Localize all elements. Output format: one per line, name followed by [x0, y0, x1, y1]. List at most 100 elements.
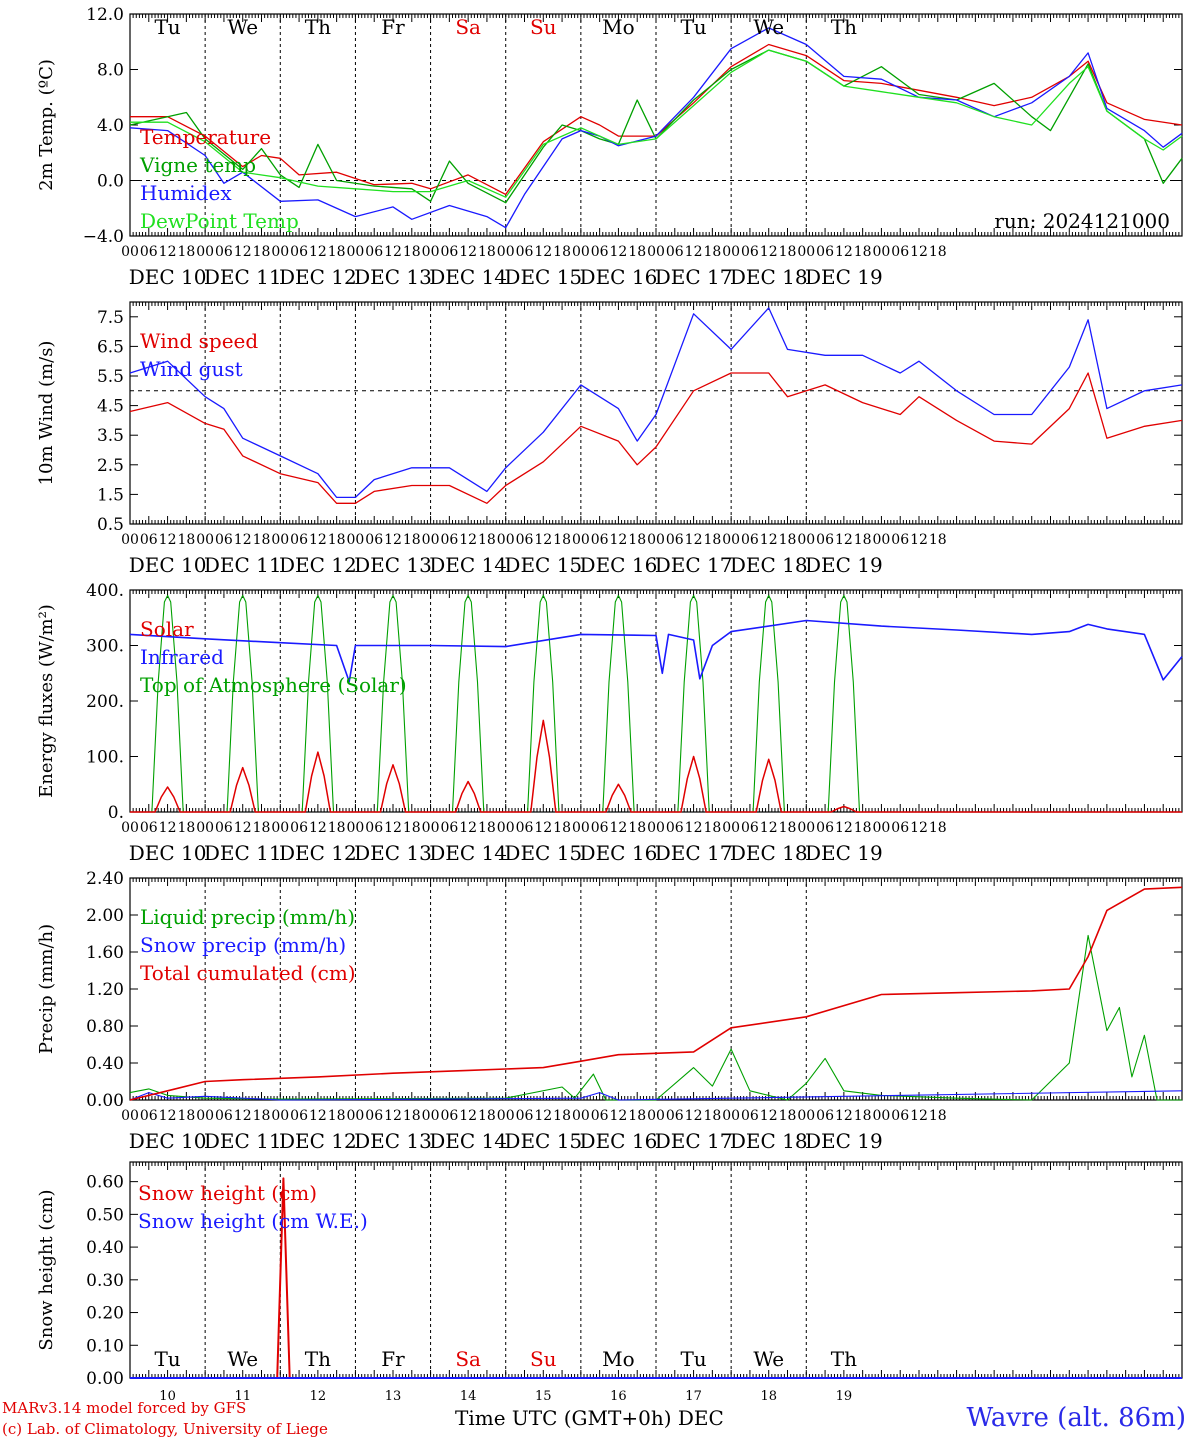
x-hour-label: 12: [910, 532, 928, 548]
x-hour-label: 18: [628, 244, 646, 260]
x-date-label: DEC 15: [504, 265, 582, 289]
x-hour-label: 18: [929, 244, 947, 260]
x-hour-label: 18: [403, 1108, 421, 1124]
day-name-label: Fr: [381, 1347, 405, 1371]
y-tick-label: 0.30: [86, 1271, 124, 1291]
x-hour-label: 06: [891, 1108, 909, 1124]
x-hour-label: 12: [685, 1108, 703, 1124]
x-hour-label: 00: [722, 820, 740, 836]
infrared-line: [129, 619, 1183, 683]
x-hour-label: 00: [873, 820, 891, 836]
x-hour-label: 18: [779, 820, 797, 836]
x-hour-label: 18: [478, 532, 496, 548]
y-tick-label: 0.00: [86, 1091, 124, 1111]
x-hour-label: 00: [422, 244, 440, 260]
y-tick-label: 4.0: [97, 116, 124, 136]
x-hour-label: 06: [215, 1108, 233, 1124]
x-hour-label: 00: [347, 532, 365, 548]
x-date-label: DEC 10: [129, 841, 207, 865]
x-hour-label: 06: [440, 532, 458, 548]
x-date-label: DEC 12: [279, 553, 357, 577]
day-number-label: 16: [610, 1389, 627, 1404]
x-hour-label: 12: [685, 244, 703, 260]
x-hour-label: 12: [459, 244, 477, 260]
y-tick-label: 1.5: [97, 485, 124, 505]
x-date-label: DEC 14: [429, 553, 507, 577]
day-name-label: Su: [530, 15, 557, 39]
x-hour-label: 18: [854, 820, 872, 836]
x-hour-label: 06: [741, 532, 759, 548]
x-hour-label: 18: [177, 820, 195, 836]
x-hour-label: 12: [459, 532, 477, 548]
x-date-label: DEC 18: [730, 553, 808, 577]
day-number-label: 11: [234, 1389, 251, 1404]
day-number-label: 15: [535, 1389, 552, 1404]
x-hour-label: 18: [779, 1108, 797, 1124]
x-hour-label: 00: [422, 820, 440, 836]
x-hour-label: 12: [910, 820, 928, 836]
x-hour-label: 06: [215, 532, 233, 548]
x-hour-label: 00: [722, 532, 740, 548]
y-tick-label: 0.20: [86, 1304, 124, 1324]
x-hour-label: 12: [760, 820, 778, 836]
x-hour-label: 18: [929, 820, 947, 836]
day-name-label: We: [227, 15, 258, 39]
x-hour-label: 06: [365, 532, 383, 548]
x-hour-label: 12: [384, 820, 402, 836]
x-hour-label: 06: [516, 532, 534, 548]
x-hour-label: 12: [159, 820, 177, 836]
x-hour-label: 12: [384, 244, 402, 260]
station-label: Wavre (alt. 86m): [966, 1403, 1186, 1433]
x-hour-label: 12: [910, 244, 928, 260]
y-tick-label: 2.5: [97, 456, 124, 476]
y-tick-label: 300.: [86, 637, 124, 657]
x-hour-label: 00: [797, 820, 815, 836]
panel-1: 12.08.04.00.0−4.02m Temp. (ºC)00 06 12 18 00…: [36, 5, 1183, 289]
y-axis-label: 10m Wind (m/s): [36, 341, 57, 486]
x-hour-label: 00: [271, 532, 289, 548]
x-hour-label: 06: [516, 1108, 534, 1124]
day-name-label: Mo: [602, 15, 635, 39]
x-hour-label: 06: [741, 244, 759, 260]
x-date-label: DEC 14: [429, 265, 507, 289]
x-hour-label: 00: [873, 244, 891, 260]
x-hour-label: 00: [347, 244, 365, 260]
day-name-label: Mo: [602, 1347, 635, 1371]
y-tick-label: 0.40: [86, 1054, 124, 1074]
x-hour-label: 06: [215, 244, 233, 260]
day-name-label: Th: [831, 15, 857, 39]
x-hour-label: 12: [309, 244, 327, 260]
x-hour-label: 12: [384, 1108, 402, 1124]
x-hour-label: 12: [835, 532, 853, 548]
x-hour-label: 06: [290, 244, 308, 260]
y-tick-label: 0.10: [86, 1336, 124, 1356]
model-credit: MARv3.14 model forced by GFS: [2, 1399, 247, 1417]
day-name-label: Sa: [455, 1347, 481, 1371]
x-hour-label: 18: [478, 820, 496, 836]
legend-entry: Temperature: [140, 125, 271, 149]
legend-entry: Snow height (cm W.E.): [138, 1209, 368, 1233]
x-hour-label: 12: [610, 1108, 628, 1124]
day-name-label: We: [227, 1347, 258, 1371]
x-date-label: DEC 10: [129, 1129, 207, 1153]
x-hour-label: 00: [271, 1108, 289, 1124]
day-name-label: Tu: [154, 1347, 180, 1371]
x-hour-label: 00: [196, 1108, 214, 1124]
x-axis-title: Time UTC (GMT+0h) DEC: [455, 1406, 724, 1430]
y-tick-label: 100.: [86, 748, 124, 768]
x-hour-label: 00: [572, 532, 590, 548]
x-hour-label: 12: [610, 820, 628, 836]
x-hour-label: 12: [234, 244, 252, 260]
x-hour-label: 00: [647, 244, 665, 260]
x-hour-label: 06: [816, 820, 834, 836]
y-axis-label: Precip (mm/h): [36, 924, 57, 1054]
x-hour-label: 18: [177, 1108, 195, 1124]
x-hour-label: 12: [685, 820, 703, 836]
x-hour-label: 00: [121, 820, 139, 836]
x-date-label: DEC 14: [429, 841, 507, 865]
y-tick-label: 3.5: [97, 426, 124, 446]
x-hour-label: 18: [854, 244, 872, 260]
x-date-label: DEC 12: [279, 265, 357, 289]
x-date-label: DEC 11: [204, 841, 282, 865]
panel-2: 7.5 6.5 5.5 4.5 3.5 2.5 1.5 0.5 10m Wind (m/s) 00…: [36, 301, 1183, 577]
